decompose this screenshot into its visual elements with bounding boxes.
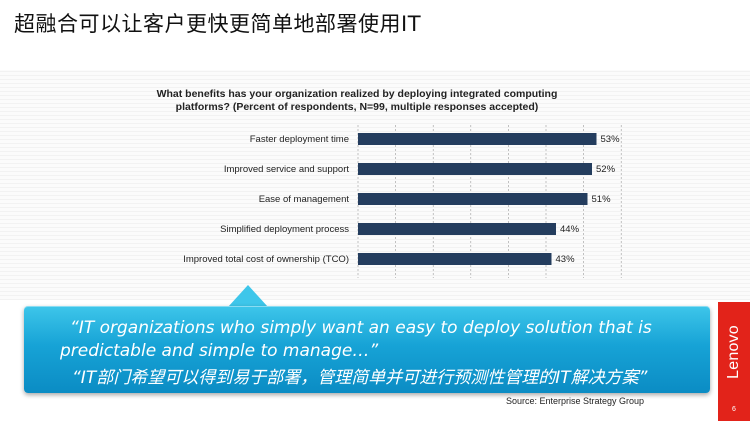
category-label: Faster deployment time — [250, 134, 349, 145]
bar-1 — [358, 133, 597, 145]
page-number: 6 — [732, 406, 736, 413]
quote-line-1: “IT organizations who simply want an eas… — [70, 318, 652, 338]
lenovo-logo: Lenovo — [718, 302, 750, 402]
bar-2 — [358, 163, 592, 175]
bar-5 — [358, 253, 552, 265]
bar-4 — [358, 223, 556, 235]
value-label: 44% — [560, 224, 580, 235]
brand-logo-text: Lenovo — [725, 325, 743, 379]
value-label: 43% — [556, 254, 576, 265]
chart-title-line-1: What benefits has your organization real… — [157, 88, 558, 100]
page-title: 超融合可以让客户更快更简单地部署使用IT — [14, 12, 422, 36]
value-label: 51% — [592, 194, 612, 205]
chart-title-line-2: platforms? (Percent of respondents, N=99… — [176, 101, 539, 113]
bar-3 — [358, 193, 588, 205]
chart-panel: What benefits has your organization real… — [0, 70, 750, 300]
bar-chart: What benefits has your organization real… — [157, 88, 622, 278]
source-note: Source: Enterprise Strategy Group — [506, 396, 645, 406]
value-label: 53% — [601, 134, 621, 145]
brand-sidebar: Lenovo 6 — [718, 302, 750, 421]
category-label: Improved service and support — [224, 164, 350, 175]
category-label: Ease of management — [259, 194, 350, 205]
quote-line-2: predictable and simple to manage…” — [60, 341, 379, 361]
category-label: Improved total cost of ownership (TCO) — [183, 254, 349, 265]
quote-callout — [24, 306, 710, 393]
category-label: Simplified deployment process — [220, 224, 349, 235]
value-label: 52% — [596, 164, 616, 175]
quote-callout-pointer — [228, 285, 268, 307]
quote-line-3-chinese: “IT部门希望可以得到易于部署，管理简单并可进行预测性管理的IT解决方案” — [72, 368, 648, 388]
